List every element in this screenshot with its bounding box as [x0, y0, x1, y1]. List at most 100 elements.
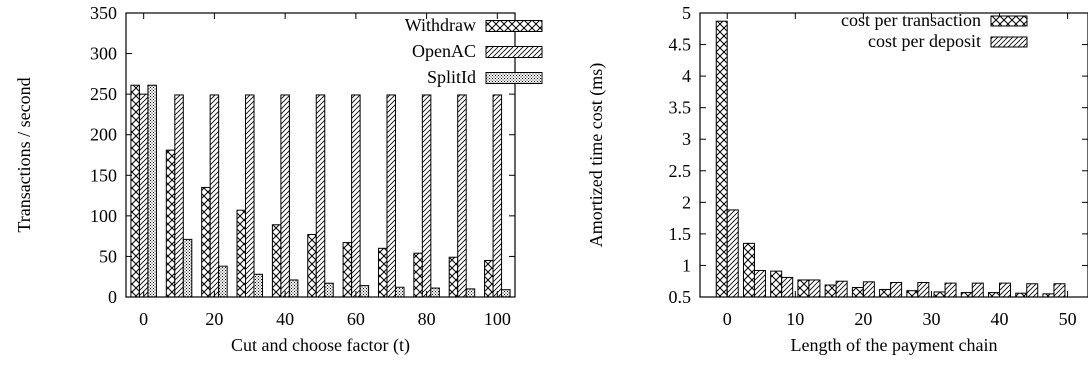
bar-openac-1	[174, 94, 184, 298]
bar-cost-per-transaction-3	[797, 279, 810, 298]
x-tick-label: 10	[786, 309, 804, 329]
y-tick-label: 0.5	[669, 287, 692, 307]
bar-cost-per-transaction-8	[933, 291, 946, 298]
bar-openac-0	[138, 93, 149, 298]
x-axis-label: Cut and choose factor (t)	[231, 335, 410, 356]
bar-withdraw-10	[484, 259, 494, 298]
bar-cost-per-deposit-12	[1053, 283, 1066, 298]
bar-splitid-3	[253, 273, 264, 298]
plot-frame	[125, 12, 516, 298]
x-tick-label: 100	[484, 309, 511, 329]
bar-cost-per-deposit-8	[944, 282, 957, 298]
bar-withdraw-4	[271, 224, 282, 298]
y-tick-label: 200	[90, 125, 117, 145]
bar-cost-per-deposit-6	[890, 281, 903, 298]
y-tick-label: 2.5	[669, 161, 692, 181]
bar-cost-per-transaction-0	[715, 20, 728, 298]
x-tick-label: 30	[922, 309, 940, 329]
legend-swatch	[485, 72, 543, 84]
bar-withdraw-1	[165, 149, 176, 298]
y-tick-label: 150	[90, 165, 117, 185]
bar-openac-6	[351, 94, 361, 298]
bar-cost-per-transaction-2	[770, 270, 783, 298]
bar-splitid-8	[430, 287, 440, 298]
y-tick-label: 2	[682, 192, 691, 212]
legend-label: Withdraw	[405, 15, 476, 35]
bar-withdraw-2	[201, 186, 211, 298]
bar-cost-per-deposit-1	[753, 269, 766, 298]
bar-cost-per-transaction-9	[960, 292, 973, 298]
bar-withdraw-7	[377, 247, 388, 298]
bar-withdraw-3	[236, 209, 247, 298]
bar-cost-per-transaction-7	[906, 290, 919, 298]
legend-label: cost per transaction	[841, 10, 981, 30]
bar-cost-per-transaction-6	[879, 288, 892, 298]
y-tick-label: 5	[682, 3, 691, 23]
x-tick-label: 40	[276, 309, 294, 329]
y-axis-label: Amortized time cost (ms)	[586, 63, 607, 247]
bar-openac-9	[457, 94, 467, 298]
x-axis-label: Length of the payment chain	[791, 335, 998, 355]
bar-cost-per-deposit-10	[999, 282, 1012, 298]
bar-splitid-2	[218, 265, 228, 298]
bar-withdraw-6	[342, 242, 353, 298]
bar-cost-per-deposit-11	[1026, 283, 1039, 298]
x-tick-label: 20	[854, 309, 872, 329]
y-tick-label: 4.5	[669, 35, 692, 55]
y-tick-label: 1.5	[669, 224, 692, 244]
y-tick-label: 300	[90, 44, 117, 64]
bar-cost-per-deposit-9	[971, 282, 984, 298]
bar-splitid-9	[465, 288, 476, 298]
x-tick-label: 0	[139, 309, 148, 329]
x-tick-label: 0	[723, 309, 732, 329]
x-tick-label: 20	[205, 309, 223, 329]
bar-splitid-7	[394, 286, 405, 298]
y-axis-label: Transactions / second	[14, 77, 34, 232]
x-tick-label: 40	[991, 309, 1009, 329]
y-tick-label: 0	[108, 287, 117, 307]
bar-cost-per-deposit-4	[835, 280, 848, 298]
bar-openac-10	[492, 94, 503, 298]
bar-cost-per-transaction-10	[988, 292, 1001, 298]
legend-label: SplitId	[427, 67, 476, 87]
bar-cost-per-deposit-3	[808, 279, 821, 298]
legend-swatch	[485, 46, 543, 58]
y-tick-label: 250	[90, 84, 117, 104]
x-tick-label: 60	[347, 309, 365, 329]
legend-swatch	[990, 15, 1028, 27]
y-tick-label: 3	[682, 129, 691, 149]
y-tick-label: 50	[99, 246, 117, 266]
bar-cost-per-deposit-7	[917, 281, 930, 298]
bar-cost-per-transaction-1	[742, 242, 755, 298]
x-tick-label: 80	[418, 309, 436, 329]
bar-openac-8	[421, 94, 432, 298]
legend-label: OpenAC	[412, 41, 476, 61]
bar-openac-3	[245, 94, 255, 298]
y-tick-label: 4	[682, 66, 691, 86]
bar-splitid-6	[359, 285, 370, 298]
bar-withdraw-9	[448, 256, 459, 298]
bar-splitid-0	[147, 84, 157, 298]
bar-openac-5	[315, 94, 326, 298]
bar-cost-per-transaction-5	[851, 287, 864, 298]
legend-swatch	[990, 36, 1028, 48]
bar-cost-per-deposit-5	[862, 281, 875, 298]
y-tick-label: 3.5	[669, 98, 692, 118]
legend-label: cost per deposit	[868, 31, 981, 51]
bar-splitid-5	[324, 282, 334, 298]
bar-splitid-10	[501, 289, 511, 298]
bar-cost-per-transaction-4	[824, 284, 837, 298]
bar-cost-per-deposit-0	[726, 209, 739, 298]
bar-openac-2	[209, 94, 220, 298]
y-tick-label: 350	[90, 3, 117, 23]
bar-cost-per-deposit-2	[781, 276, 794, 298]
bar-splitid-4	[288, 279, 299, 298]
bar-withdraw-8	[413, 252, 423, 298]
bar-withdraw-0	[130, 84, 140, 298]
bar-splitid-1	[182, 238, 193, 298]
y-tick-label: 1	[682, 255, 691, 275]
legend-swatch	[485, 20, 543, 32]
chart-transactions-per-second: 0 50 100 150 200 250 300 350 0 20 40 60 80 100 Cut and…	[14, 3, 543, 356]
